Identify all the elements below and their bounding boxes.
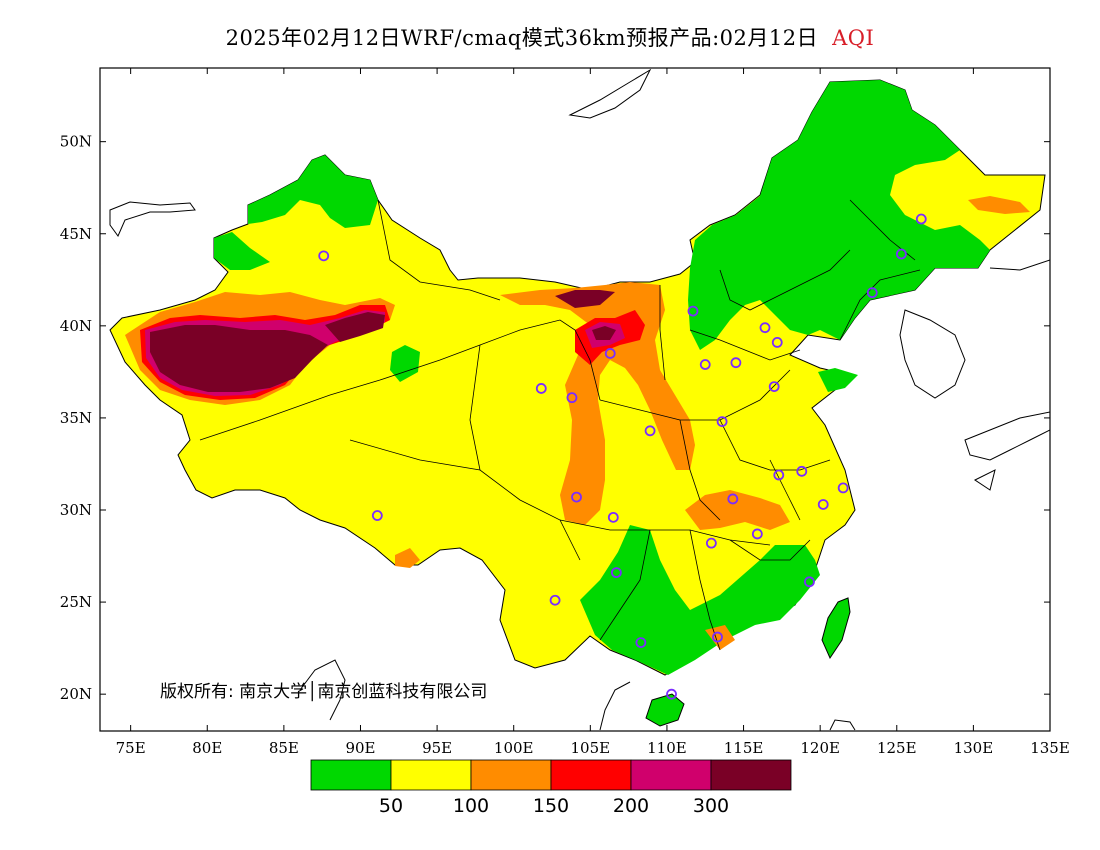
legend-label: 200 [613,795,649,817]
city-marker [773,469,785,481]
plot-frame [99,67,1051,732]
city-marker [571,491,582,503]
city-marker [318,250,330,262]
city-marker [716,416,728,428]
x-tick-label: 90E [345,739,375,757]
city-marker [804,576,815,588]
city-marker [895,248,907,260]
x-tick-label: 115E [724,739,764,757]
legend-label: 50 [379,795,403,817]
city-marker [604,348,616,359]
city-marker [644,425,656,437]
y-tick-label: 30N [60,501,92,519]
x-axis: 75E 80E 85E 90E 95E 100E 105E 110E 115E 120E 125E 1… [116,68,1070,757]
title-main: 2025年02月12日WRF/cmaq模式36km预报产品:02月12日 [225,26,819,50]
city-marker [566,392,578,404]
region-usg-central [685,490,790,530]
x-tick-label: 80E [192,739,222,757]
city-marker [712,631,723,643]
x-tick-label: 75E [116,739,146,757]
region-good-taiwan [821,597,851,660]
y-tick-label: 50N [60,133,92,151]
legend-label: 100 [453,795,489,817]
region-usg-hexi [500,282,695,525]
x-tick-label: 95E [422,739,452,757]
city-marker [771,337,783,348]
region-hazardous-lobnor [325,312,385,342]
aqi-legend: 50 100 150 200 300 [310,759,792,817]
x-tick-label: 135E [1030,739,1070,757]
concentration-field [109,79,1046,727]
city-marker [837,482,849,494]
legend-swatch [630,759,712,791]
title-variable: AQI [832,26,875,50]
x-tick-label: 120E [800,739,840,757]
city-marker [610,567,622,579]
city-marker [371,510,383,521]
city-marker [535,383,547,394]
city-marker [751,528,763,540]
y-tick-label: 20N [60,685,92,703]
region-hazardous-tarim [150,325,328,392]
y-tick-label: 25N [60,593,92,611]
city-marker [666,688,677,700]
city-marker [866,287,878,299]
city-markers [318,213,927,700]
y-tick-label: 40N [60,317,92,335]
y-tick-label: 35N [60,409,92,427]
legend-label: 150 [533,795,569,817]
region-hazardous-ningxia [592,326,616,340]
legend-swatch [390,759,472,791]
city-marker [687,305,699,317]
y-axis: 50N 45N 40N 35N 30N 25N 20N [60,133,1050,703]
city-marker [759,322,771,334]
region-good-shandong [818,368,858,392]
region-usg-tibet-south [395,548,420,568]
neighbor-coastlines [109,68,1050,731]
city-marker [705,537,717,549]
x-tick-label: 100E [494,739,534,757]
legend-swatch [550,759,632,791]
city-marker [817,499,829,510]
city-marker [915,213,927,225]
region-hazardous-inner-mongolia [555,290,615,308]
x-tick-label: 125E [877,739,917,757]
region-good-hainan [645,693,685,727]
region-good-northeast [688,80,990,350]
region-usg-guangdong [705,625,735,650]
y-tick-label: 45N [60,225,92,243]
region-usg-northeast [968,196,1030,214]
city-marker [549,594,561,606]
x-tick-label: 110E [647,739,687,757]
city-marker [727,493,739,505]
city-marker [730,357,742,369]
legend-swatch [470,759,552,791]
legend-swatch [310,759,392,791]
city-marker [699,359,711,370]
x-tick-label: 105E [571,739,611,757]
city-marker [796,465,808,477]
city-marker [768,381,780,393]
x-tick-label: 130E [954,739,994,757]
city-marker [607,511,619,523]
region-good-tibet-patch [390,345,420,382]
region-good-xinjiang-north [248,155,378,228]
province-boundaries [199,199,921,651]
city-marker [635,637,647,648]
map-title: 2025年02月12日WRF/cmaq模式36km预报产品:02月12日 AQI [0,22,1100,52]
legend-swatch [710,759,792,791]
x-tick-label: 85E [269,739,299,757]
copyright-text: 版权所有: 南京大学│南京创蓝科技有限公司 [160,681,487,702]
region-good-tianshan [214,232,270,270]
legend-label: 300 [693,795,729,817]
